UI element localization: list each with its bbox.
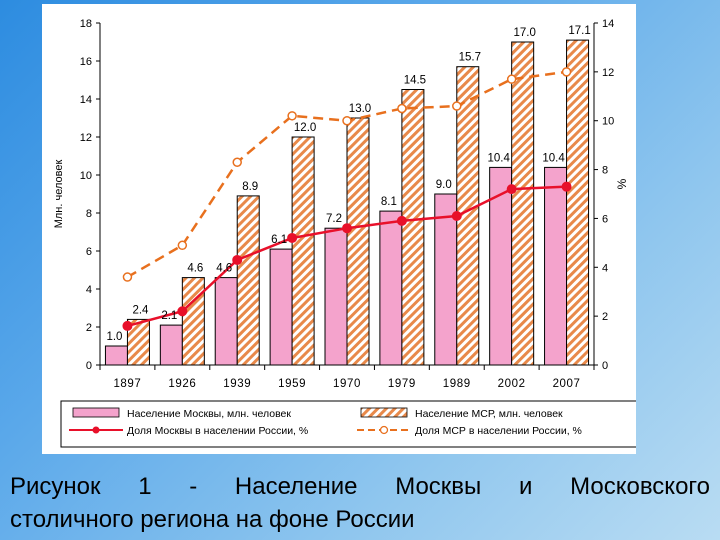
y-left-tick-label: 4 [86,284,92,296]
y-left-tick-label: 12 [80,132,92,144]
data-label-msr: 12.0 [294,122,316,134]
x-tick-label: 1989 [443,378,471,390]
point-msr-share-2007 [561,67,572,77]
x-tick-label: 1897 [113,378,141,390]
bar-msr-1959 [291,136,315,366]
x-tick-label: 2002 [498,378,526,390]
x-tick-label: 1979 [388,378,416,390]
bar-msr-1926 [181,277,205,366]
point-msr-share-1979 [397,103,407,114]
y-right-tick-label: 10 [602,116,614,128]
point-msr-share-2002 [506,74,517,84]
data-label-msr: 4.6 [187,263,203,275]
data-label-msr: 8.9 [242,181,258,193]
figure-caption: Рисунок 1 - Население Москвы и Московско… [10,470,710,536]
bar-moscow-1897 [104,345,128,366]
bar-moscow-1970 [324,227,348,366]
point-msr-share-1970 [342,115,352,126]
point-moscow-share-1926 [177,306,188,317]
y-right-tick-label: 0 [602,360,608,372]
chart: 0 2 4 6 8 10 12 14 16 18 0 2 4 6 8 10 12 14 1897 1926 1939 19… [53,18,636,448]
point-msr-share-1989 [452,101,462,111]
data-label-moscow: 6.1 [271,234,287,246]
y-left-tick-label: 16 [80,56,92,68]
y-right-tick-label: 4 [602,262,608,274]
x-tick-label: 1970 [333,378,361,390]
legend-label: Доля Москвы в населении России, % [127,425,308,437]
data-label-moscow: 10.4 [487,152,510,164]
point-moscow-share-1970 [342,223,352,234]
point-moscow-share-2002 [506,184,517,195]
point-moscow-share-1989 [451,210,462,221]
y-right-axis-label: % [615,178,629,189]
y-right-tick-label: 6 [602,213,608,225]
y-left-tick-label: 6 [86,246,92,258]
bar-moscow-1926 [159,324,183,366]
legend-swatch-moscow [72,407,120,418]
bar-moscow-1979 [379,210,403,366]
data-label-moscow: 8.1 [381,196,397,208]
bar-msr-2007 [566,39,590,366]
y-left-tick-label: 18 [80,18,92,30]
bar-msr-1979 [401,89,425,366]
x-tick-label: 1926 [168,378,196,390]
data-label-msr: 17.1 [568,25,590,37]
x-tick-label: 1939 [223,378,251,390]
bar-msr-1970 [346,117,370,366]
x-tick-label: 2007 [553,378,581,390]
y-left-axis-label: Млн. человек [53,160,65,229]
legend-label: Население МСР, млн. человек [415,408,563,420]
y-left-tick-label: 2 [86,322,92,334]
y-right-tick-label: 8 [602,165,608,177]
y-right-tick-label: 2 [602,311,608,323]
point-msr-share-1959 [287,111,297,121]
data-label-moscow: 4.6 [216,263,232,275]
point-msr-share-1939 [232,157,242,167]
data-label-moscow: 1.0 [106,331,122,343]
point-moscow-share-1959 [287,232,298,243]
point-moscow-share-1939 [232,254,243,265]
data-label-moscow: 2.1 [161,310,177,322]
point-msr-share-1897 [122,272,133,282]
legend-marker-moscow-share [92,426,100,434]
data-label-msr: 15.7 [459,52,481,64]
bar-msr-2002 [511,41,535,366]
bar-moscow-1959 [269,248,293,366]
data-label-msr: 13.0 [349,103,371,115]
caption-line-1: Рисунок 1 - Население Москвы и Московско… [10,473,710,500]
point-msr-share-1926 [177,240,188,251]
data-label-moscow: 10.4 [542,152,565,164]
y-left-tick-label: 14 [80,94,92,106]
y-left-tick-label: 0 [86,360,92,372]
bar-msr-1939 [236,195,260,366]
data-label-moscow: 7.2 [326,213,342,225]
x-tick-label: 1959 [278,378,306,390]
chart-panel: 0 2 4 6 8 10 12 14 16 18 0 2 4 6 8 10 12 14 1897 1926 1939 19… [42,4,636,454]
legend-box [60,400,636,448]
y-left-tick-label: 10 [80,170,92,182]
legend-label: Население Москвы, млн. человек [127,408,291,420]
y-left-tick-label: 8 [86,208,92,220]
data-label-msr: 2.4 [132,304,149,316]
legend-marker-msr-share [379,425,389,435]
y-right-tick-label: 14 [602,18,614,30]
data-label-msr: 17.0 [513,27,535,39]
caption-line-2: столичного региона на фоне России [10,506,415,533]
point-moscow-share-1897 [122,320,133,331]
bar-moscow-1939 [214,277,238,366]
data-label-msr: 14.5 [404,75,426,87]
data-label-moscow: 9.0 [436,179,452,191]
bar-moscow-2007 [544,166,568,366]
point-moscow-share-1979 [396,215,407,226]
y-right-tick-label: 12 [602,67,614,79]
legend-label: Доля МСР в населении России, % [415,425,582,437]
point-moscow-share-2007 [561,181,572,192]
legend-swatch-msr [360,407,408,418]
